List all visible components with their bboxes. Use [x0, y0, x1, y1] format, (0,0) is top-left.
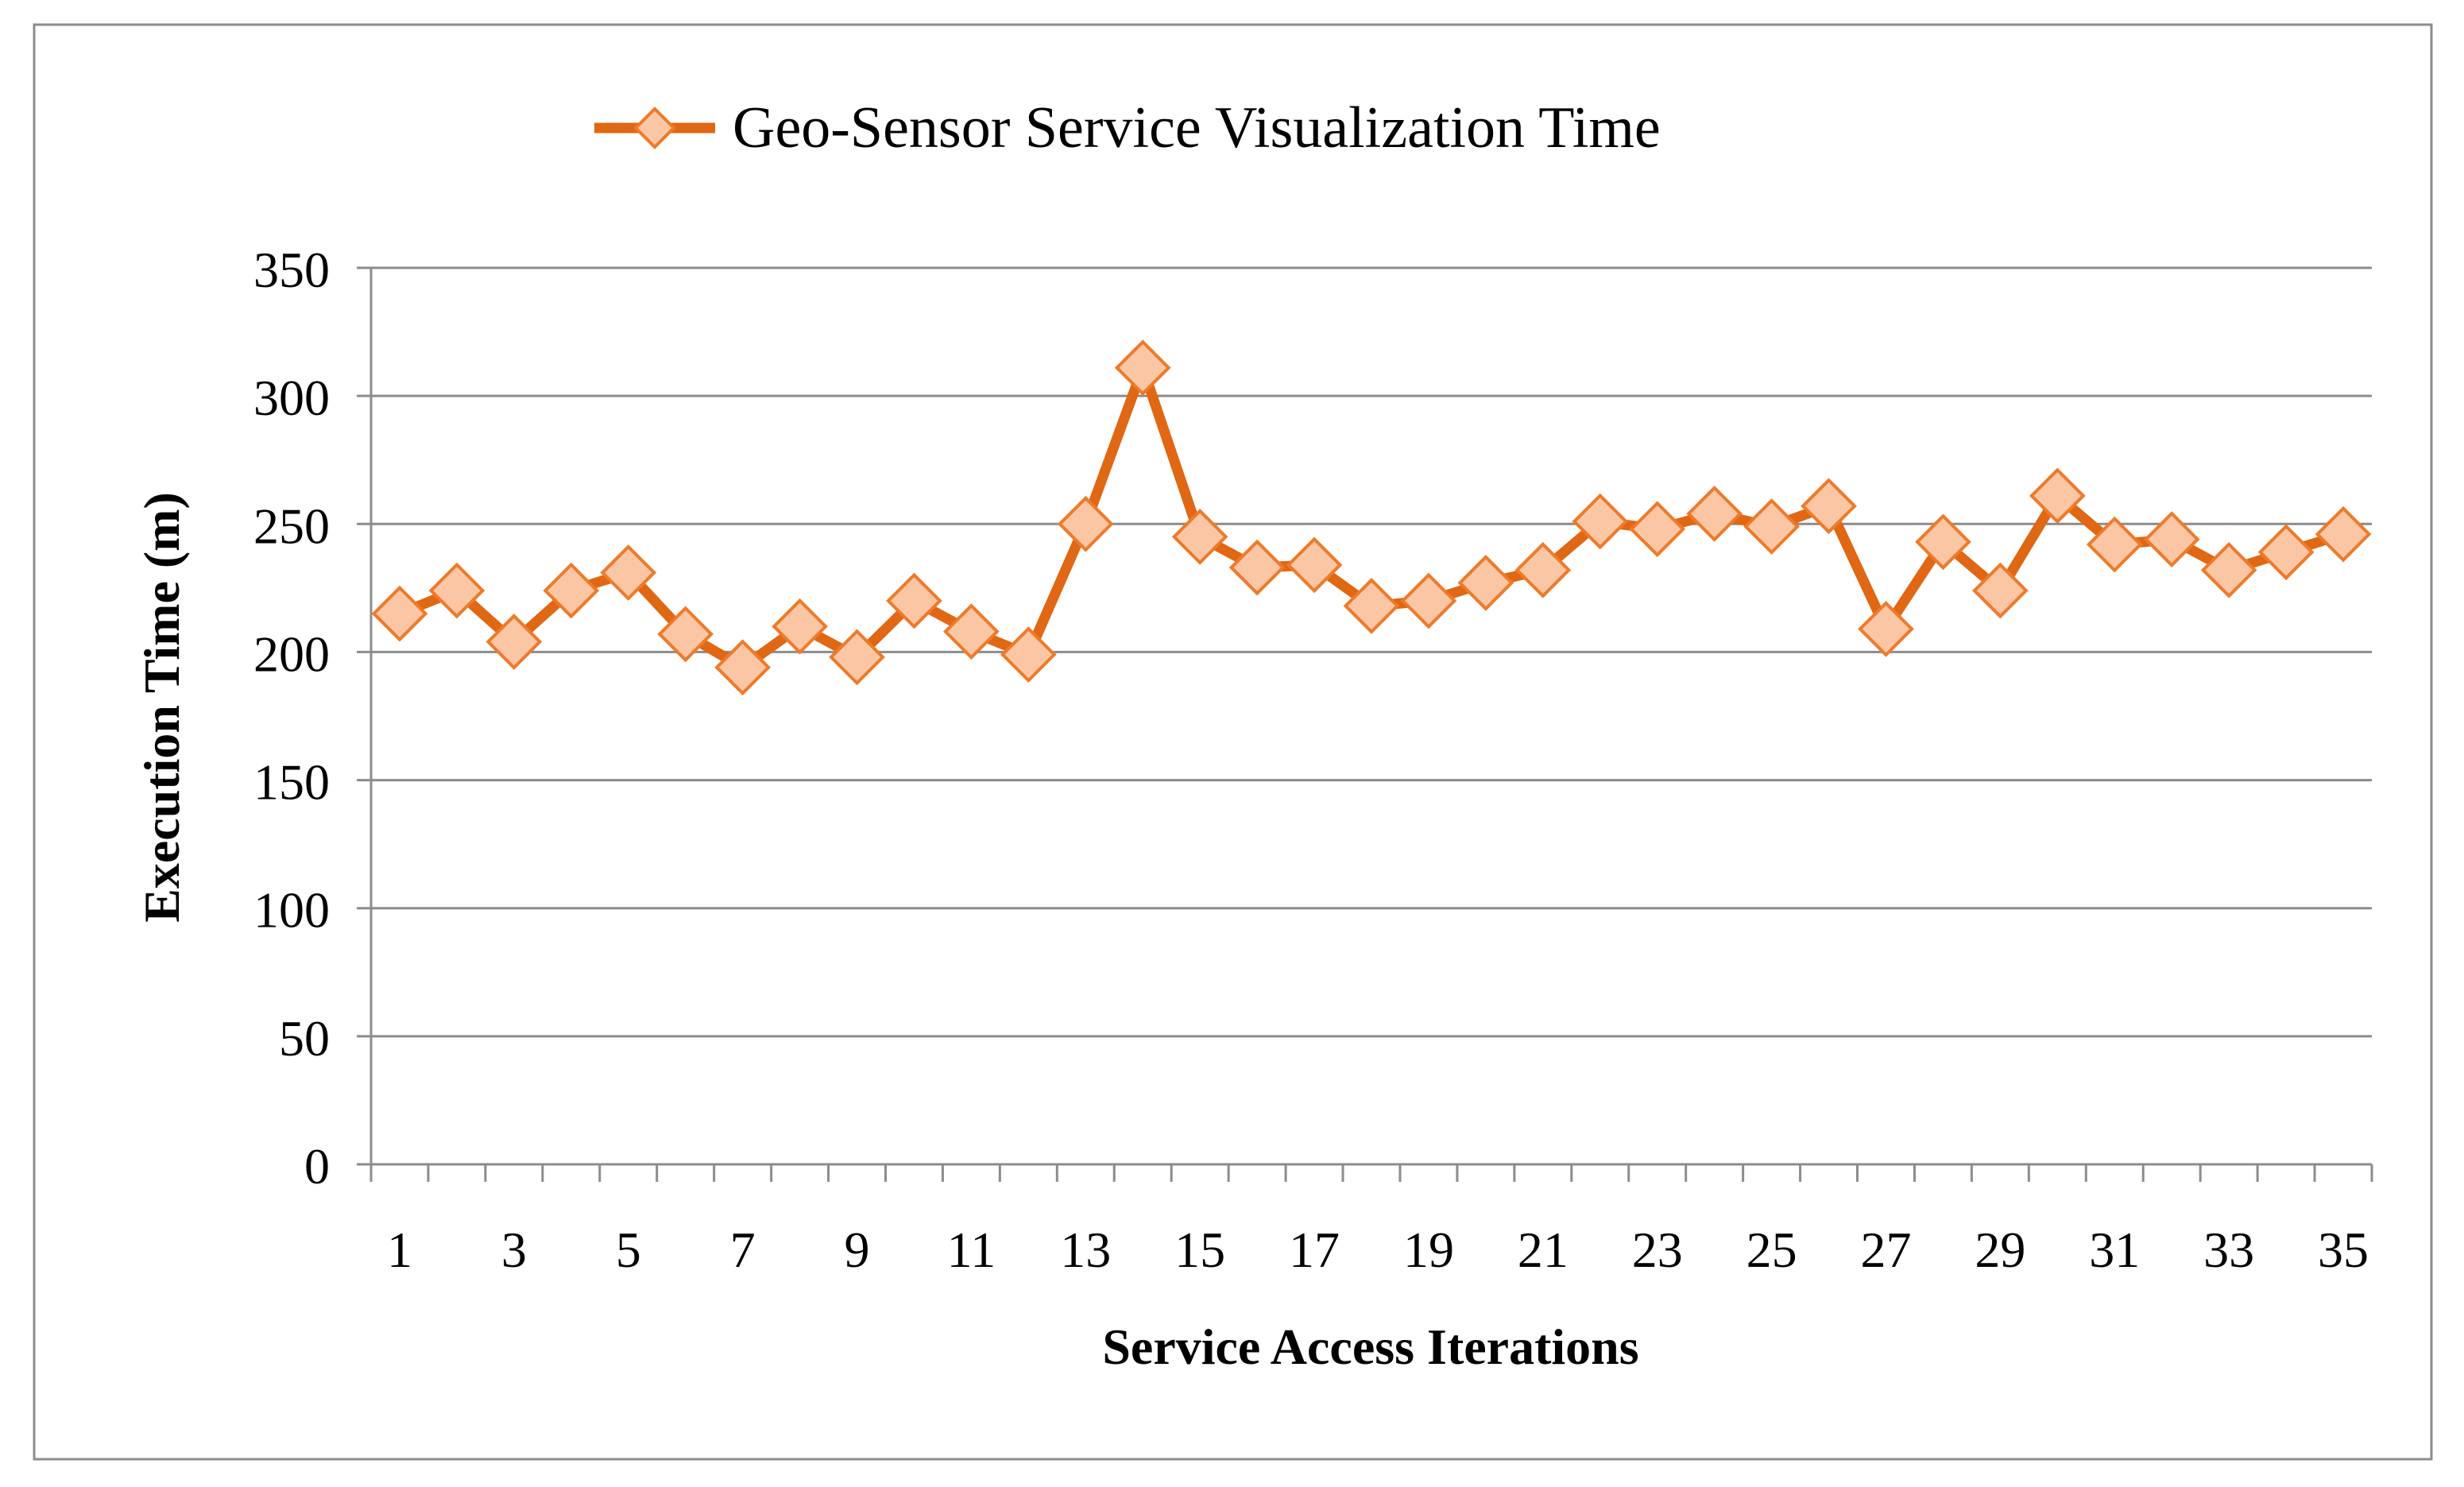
data-point-marker[interactable] — [1000, 626, 1057, 683]
legend[interactable]: Geo-Sensor Service Visualization Time — [594, 95, 1661, 161]
y-tick-label: 350 — [253, 242, 330, 298]
x-tick-label: 19 — [1403, 1222, 1454, 1278]
data-point-marker[interactable] — [1972, 562, 2029, 619]
data-point-marker[interactable] — [1228, 539, 1286, 596]
y-tick-label: 150 — [253, 754, 330, 811]
x-tick-label: 29 — [1975, 1222, 2025, 1278]
data-point-marker[interactable] — [1514, 541, 1572, 598]
series — [371, 339, 2372, 696]
data-point-marker[interactable] — [943, 603, 1000, 660]
data-point-marker[interactable] — [2315, 505, 2372, 563]
legend-label: Geo-Sensor Service Visualization Time — [733, 95, 1661, 161]
data-point-marker[interactable] — [1629, 501, 1686, 558]
data-point-marker[interactable] — [1686, 486, 1743, 542]
data-point-marker[interactable] — [485, 614, 543, 670]
data-point-marker[interactable] — [1858, 601, 1914, 657]
axes — [357, 266, 2373, 1182]
data-point-marker[interactable] — [2257, 524, 2315, 581]
y-tick-label: 250 — [253, 498, 330, 554]
x-tick-label: 7 — [730, 1222, 756, 1278]
data-point-marker[interactable] — [772, 598, 828, 655]
y-tick-label: 300 — [253, 370, 330, 426]
data-point-marker[interactable] — [829, 629, 885, 686]
data-point-marker[interactable] — [371, 585, 428, 642]
data-point-marker[interactable] — [1286, 536, 1343, 594]
x-tick-labels: 1 3 5 7 9 11 13 15 17 19 21 23 25 27 29 31 33 35 — [387, 1222, 2369, 1278]
x-tick-label: 27 — [1860, 1222, 1911, 1278]
data-point-marker[interactable] — [714, 639, 771, 696]
data-point-marker[interactable] — [2029, 467, 2086, 525]
data-point-marker[interactable] — [1171, 509, 1228, 565]
gridlines — [371, 266, 2372, 1038]
data-point-marker[interactable] — [1114, 339, 1171, 397]
y-tick-label: 100 — [253, 882, 330, 939]
data-point-marker[interactable] — [1572, 493, 1629, 550]
x-tick-label: 23 — [1632, 1222, 1683, 1278]
data-point-marker[interactable] — [1457, 555, 1514, 611]
x-tick-label: 15 — [1174, 1222, 1225, 1278]
data-point-marker[interactable] — [2086, 516, 2143, 573]
y-tick-label: 50 — [279, 1010, 330, 1067]
data-point-marker[interactable] — [2143, 511, 2200, 567]
data-point-marker[interactable] — [1343, 578, 1400, 634]
x-tick-label: 9 — [845, 1222, 870, 1278]
x-tick-label: 17 — [1289, 1222, 1340, 1278]
y-tick-label: 200 — [253, 625, 330, 682]
x-tick-label: 1 — [387, 1222, 412, 1278]
x-tick-label: 13 — [1060, 1222, 1111, 1278]
y-tick-labels: 0 50 100 150 200 250 300 350 — [253, 242, 330, 1195]
chart-frame — [33, 23, 2433, 1461]
x-tick-label: 5 — [616, 1222, 641, 1278]
data-point-marker[interactable] — [1400, 572, 1457, 629]
data-point-marker[interactable] — [1801, 478, 1857, 535]
x-tick-label: 35 — [2318, 1222, 2369, 1278]
data-point-marker[interactable] — [1057, 495, 1114, 552]
data-point-marker[interactable] — [1915, 513, 1971, 571]
data-point-marker[interactable] — [657, 606, 714, 663]
x-tick-label: 21 — [1518, 1222, 1569, 1278]
data-point-marker[interactable] — [543, 562, 600, 619]
x-tick-label: 25 — [1746, 1222, 1797, 1278]
legend-marker-swatch — [633, 106, 676, 149]
y-axis-title: Execution Time (m) — [133, 492, 190, 923]
x-tick-label: 33 — [2203, 1222, 2254, 1278]
x-axis-title: Service Access Iterations — [1102, 1319, 1638, 1375]
y-tick-label: 0 — [304, 1138, 330, 1195]
data-point-marker[interactable] — [428, 562, 485, 619]
data-point-marker[interactable] — [886, 572, 942, 629]
data-point-marker[interactable] — [1743, 498, 1800, 555]
data-point-marker[interactable] — [2200, 541, 2257, 598]
data-point-marker[interactable] — [600, 544, 657, 601]
x-tick-label: 3 — [501, 1222, 527, 1278]
x-tick-label: 31 — [2089, 1222, 2140, 1278]
x-tick-label: 11 — [947, 1222, 996, 1278]
